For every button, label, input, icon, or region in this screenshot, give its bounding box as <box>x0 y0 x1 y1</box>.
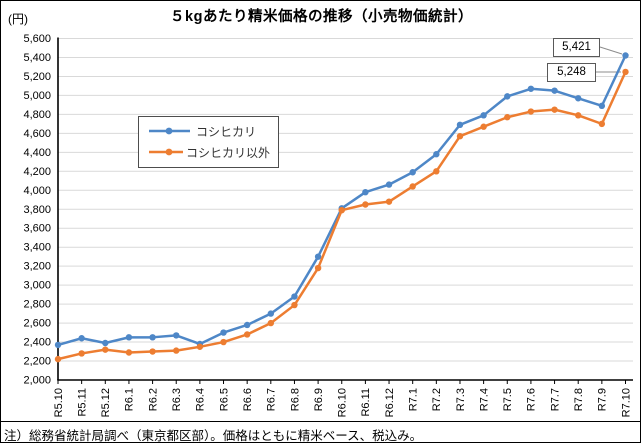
svg-text:2,800: 2,800 <box>23 299 51 311</box>
svg-text:2,600: 2,600 <box>23 318 51 330</box>
y-axis-unit-label: (円) <box>8 12 28 26</box>
svg-text:2,400: 2,400 <box>23 337 51 349</box>
svg-text:R6.12: R6.12 <box>384 388 396 417</box>
chart-title: ５kgあたり精米価格の推移（小売物価統計） <box>170 9 473 25</box>
svg-text:R6.8: R6.8 <box>289 388 301 411</box>
callout-other-latest-value: 5,248 <box>547 63 596 82</box>
legend-marker-koshihikari <box>149 127 190 135</box>
chart-legend: コシヒカリ コシヒカリ以外 <box>138 116 279 168</box>
callout-koshihikari-latest-value: 5,421 <box>553 38 600 57</box>
svg-text:R5.11: R5.11 <box>76 388 88 417</box>
price-line-chart: 2,000 2,200 2,400 2,600 2,800 3,000 3,200 3,400… <box>23 33 633 417</box>
svg-text:3,000: 3,000 <box>23 280 51 292</box>
svg-text:R7.6: R7.6 <box>526 388 538 411</box>
svg-text:5,400: 5,400 <box>23 52 51 64</box>
svg-text:5,200: 5,200 <box>23 71 51 83</box>
svg-text:3,800: 3,800 <box>23 204 51 216</box>
svg-text:R5.12: R5.12 <box>100 388 112 417</box>
svg-text:R6.7: R6.7 <box>266 388 278 411</box>
svg-text:R5.10: R5.10 <box>53 388 65 417</box>
svg-text:3,600: 3,600 <box>23 223 51 235</box>
chart-panel: 2,000 2,200 2,400 2,600 2,800 3,000 3,200 3,400… <box>1 1 640 422</box>
svg-text:R7.8: R7.8 <box>573 388 585 411</box>
legend-label-other: コシヒカリ以外 <box>185 145 270 160</box>
svg-text:R6.2: R6.2 <box>147 388 159 411</box>
svg-text:R7.9: R7.9 <box>597 388 609 411</box>
svg-text:R6.10: R6.10 <box>337 388 349 417</box>
svg-text:R6.6: R6.6 <box>242 388 254 411</box>
svg-text:4,000: 4,000 <box>23 185 51 197</box>
svg-text:R7.2: R7.2 <box>431 388 443 411</box>
svg-text:R6.1: R6.1 <box>124 388 136 411</box>
legend-item-koshihikari: コシヒカリ <box>147 123 270 139</box>
svg-text:R6.4: R6.4 <box>195 388 207 411</box>
svg-text:R6.11: R6.11 <box>360 388 372 417</box>
svg-text:R7.3: R7.3 <box>455 388 467 411</box>
legend-marker-other <box>149 148 183 156</box>
svg-text:R7.5: R7.5 <box>502 388 514 411</box>
svg-text:R6.5: R6.5 <box>218 388 230 411</box>
svg-text:2,000: 2,000 <box>23 375 51 387</box>
legend-item-other: コシヒカリ以外 <box>147 144 270 160</box>
svg-text:5,600: 5,600 <box>23 33 51 45</box>
svg-text:R7.4: R7.4 <box>478 388 490 411</box>
source-note: 注）総務省統計局調べ（東京都区部）。価格はともに精米ベース、税込み。 <box>4 429 423 443</box>
svg-text:R7.1: R7.1 <box>407 388 419 411</box>
svg-text:4,600: 4,600 <box>23 128 51 140</box>
svg-text:4,800: 4,800 <box>23 109 51 121</box>
svg-text:R6.3: R6.3 <box>171 388 183 411</box>
svg-text:3,400: 3,400 <box>23 242 51 254</box>
svg-text:R7.7: R7.7 <box>549 388 561 411</box>
svg-text:5,000: 5,000 <box>23 90 51 102</box>
svg-text:3,200: 3,200 <box>23 261 51 273</box>
svg-text:4,400: 4,400 <box>23 147 51 159</box>
svg-text:4,200: 4,200 <box>23 166 51 178</box>
svg-text:R6.9: R6.9 <box>313 388 325 411</box>
legend-label-koshihikari: コシヒカリ <box>196 124 257 139</box>
svg-text:R7.10: R7.10 <box>620 388 632 417</box>
svg-text:2,200: 2,200 <box>23 356 51 368</box>
